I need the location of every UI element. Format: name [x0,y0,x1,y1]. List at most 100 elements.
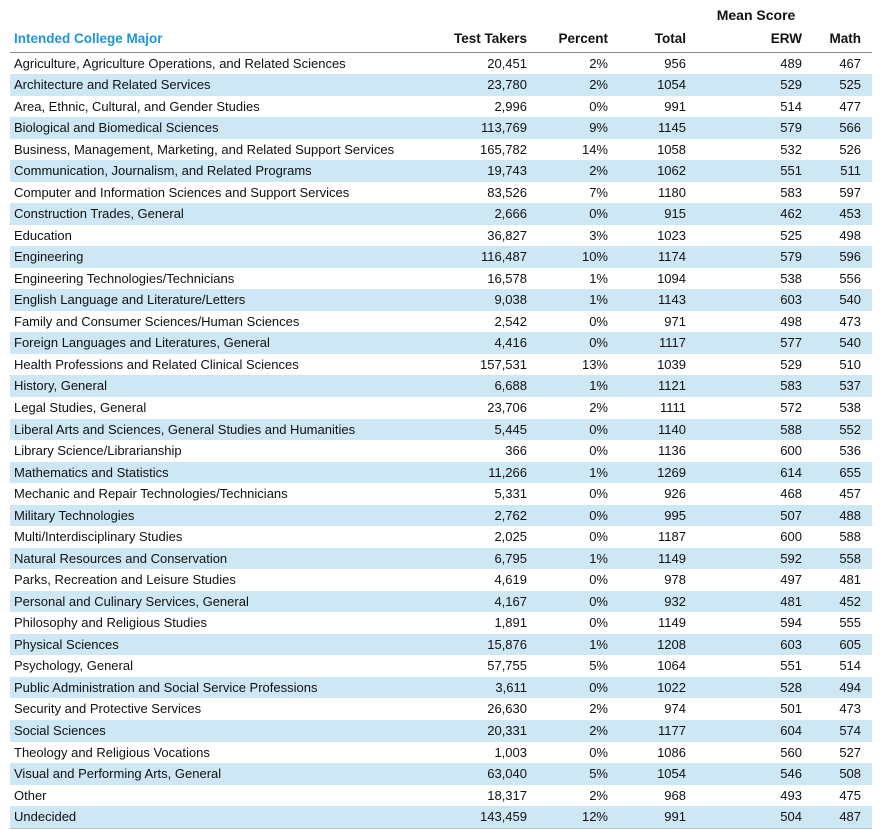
test-takers-cell: 23,780 [487,77,527,93]
test-takers-cell: 4,167 [494,593,527,609]
test-takers-cell: 2,666 [494,206,527,222]
total-score-cell: 1062 [657,163,686,179]
major-name-cell: Physical Sciences [14,636,119,652]
major-name-cell: Engineering [14,249,84,265]
test-takers-cell: 23,706 [487,400,527,415]
percent-cell: 2% [589,722,608,738]
table-row: Natural Resources and Conservation 6,795… [10,547,873,570]
test-takers-cell: 18,317 [487,787,527,803]
total-score-cell: 1136 [658,443,686,459]
erw-score-cell: 501 [780,701,802,717]
test-takers-cell: 1,891 [494,615,527,631]
total-score-cell: 1111 [659,400,686,415]
erw-score-cell: 514 [780,98,802,114]
test-takers-cell: 1,003 [494,744,527,760]
total-score-cell: 1023 [657,227,686,243]
total-score-cell: 956 [664,55,686,71]
math-score-cell: 525 [839,77,862,93]
percent-cell: 0% [589,206,608,222]
percent-cell: 9% [589,120,608,136]
total-score-cell: 1022 [657,679,686,695]
percent-cell: 0% [589,529,608,545]
major-name-cell: Multi/Interdisciplinary Studies [14,529,183,545]
total-score-cell: 1054 [657,766,686,782]
percent-cell: 14% [581,141,608,157]
math-score-cell: 488 [839,507,862,523]
erw-score-cell: 579 [780,120,802,136]
total-score-cell: 978 [664,572,686,588]
percent-cell: 5% [589,766,608,782]
column-header-math: Math [804,26,873,53]
table-row: Social Sciences 20,331 2% 1177 604 574 [10,719,873,742]
table-row: Engineering Technologies/Technicians 16,… [10,268,872,290]
total-score-cell: 1145 [658,120,686,136]
total-score-cell: 1054 [657,77,686,93]
test-takers-cell: 2,762 [494,507,527,523]
percent-cell: 0% [589,421,608,437]
test-takers-cell: 6,795 [494,550,527,566]
percent-cell: 0% [589,615,608,631]
table-row: English Language and Literature/Letters … [10,289,873,311]
math-score-cell: 452 [839,593,862,609]
table-row: Visual and Performing Arts, General 63,0… [10,763,873,785]
test-takers-cell: 165,782 [480,141,527,157]
erw-score-cell: 560 [780,744,802,760]
total-score-cell: 1121 [658,378,686,394]
math-score-cell: 655 [839,464,862,480]
percent-cell: 0% [589,335,608,351]
percent-cell: 1% [589,270,608,286]
test-takers-cell: 63,040 [487,766,527,782]
table-row: Computer and Information Sciences and Su… [10,182,872,204]
erw-score-cell: 468 [780,486,802,502]
table-row: Library Science/Librarianship 366 0% 113… [10,440,872,462]
percent-cell: 1% [589,378,608,394]
major-name-cell: Business, Management, Marketing, and Rel… [14,141,395,157]
erw-score-cell: 497 [780,572,802,588]
major-name-cell: Library Science/Librarianship [14,443,182,459]
erw-score-cell: 572 [780,400,802,415]
math-score-cell: 558 [839,550,862,566]
test-takers-cell: 2,542 [494,313,527,329]
total-score-cell: 1117 [659,335,686,351]
math-score-cell: 508 [839,766,862,782]
table-row: Biological and Biomedical Sciences 113,7… [10,117,873,139]
percent-cell: 10% [581,249,608,265]
math-score-cell: 540 [839,292,862,308]
table-row: Education 36,827 3% 1023 525 498 [10,225,872,247]
test-takers-cell: 2,025 [494,529,527,545]
test-takers-cell: 11,266 [488,464,527,480]
major-name-cell: Personal and Culinary Services, General [14,593,249,609]
percent-cell: 0% [589,313,608,329]
major-name-cell: Theology and Religious Vocations [14,744,210,760]
total-score-cell: 1174 [658,249,686,265]
percent-cell: 1% [589,292,608,308]
table-row: Parks, Recreation and Leisure Studies 4,… [10,569,872,591]
erw-score-cell: 481 [780,593,802,609]
major-name-cell: Computer and Information Sciences and Su… [14,184,350,200]
total-score-cell: 1149 [658,550,686,566]
percent-cell: 2% [589,787,608,803]
table-row: Foreign Languages and Literatures, Gener… [10,332,873,354]
major-name-cell: Parks, Recreation and Leisure Studies [14,572,236,588]
percent-cell: 2% [589,163,608,179]
percent-cell: 2% [589,55,608,71]
erw-score-cell: 577 [780,335,802,351]
table-row: History, General 6,688 1% 1121 583 537 [10,375,873,397]
table-row: Security and Protective Services 26,630 … [10,698,872,720]
total-score-cell: 1094 [657,270,686,286]
erw-score-cell: 594 [780,615,802,631]
total-score-cell: 932 [664,593,686,609]
column-header-percent: Percent [530,26,610,53]
total-score-cell: 991 [664,98,686,114]
percent-cell: 13% [581,356,608,372]
total-score-cell: 995 [664,507,686,523]
percent-cell: 0% [589,744,608,760]
test-takers-cell: 16,578 [487,270,527,286]
major-name-cell: Visual and Performing Arts, General [14,766,222,782]
math-score-cell: 566 [839,120,862,136]
major-name-cell: Psychology, General [14,658,133,674]
table-row: Architecture and Related Services 23,780… [10,74,873,96]
major-name-cell: Communication, Journalism, and Related P… [14,163,312,179]
table-row: Communication, Journalism, and Related P… [10,160,873,182]
math-score-cell: 473 [839,701,862,717]
